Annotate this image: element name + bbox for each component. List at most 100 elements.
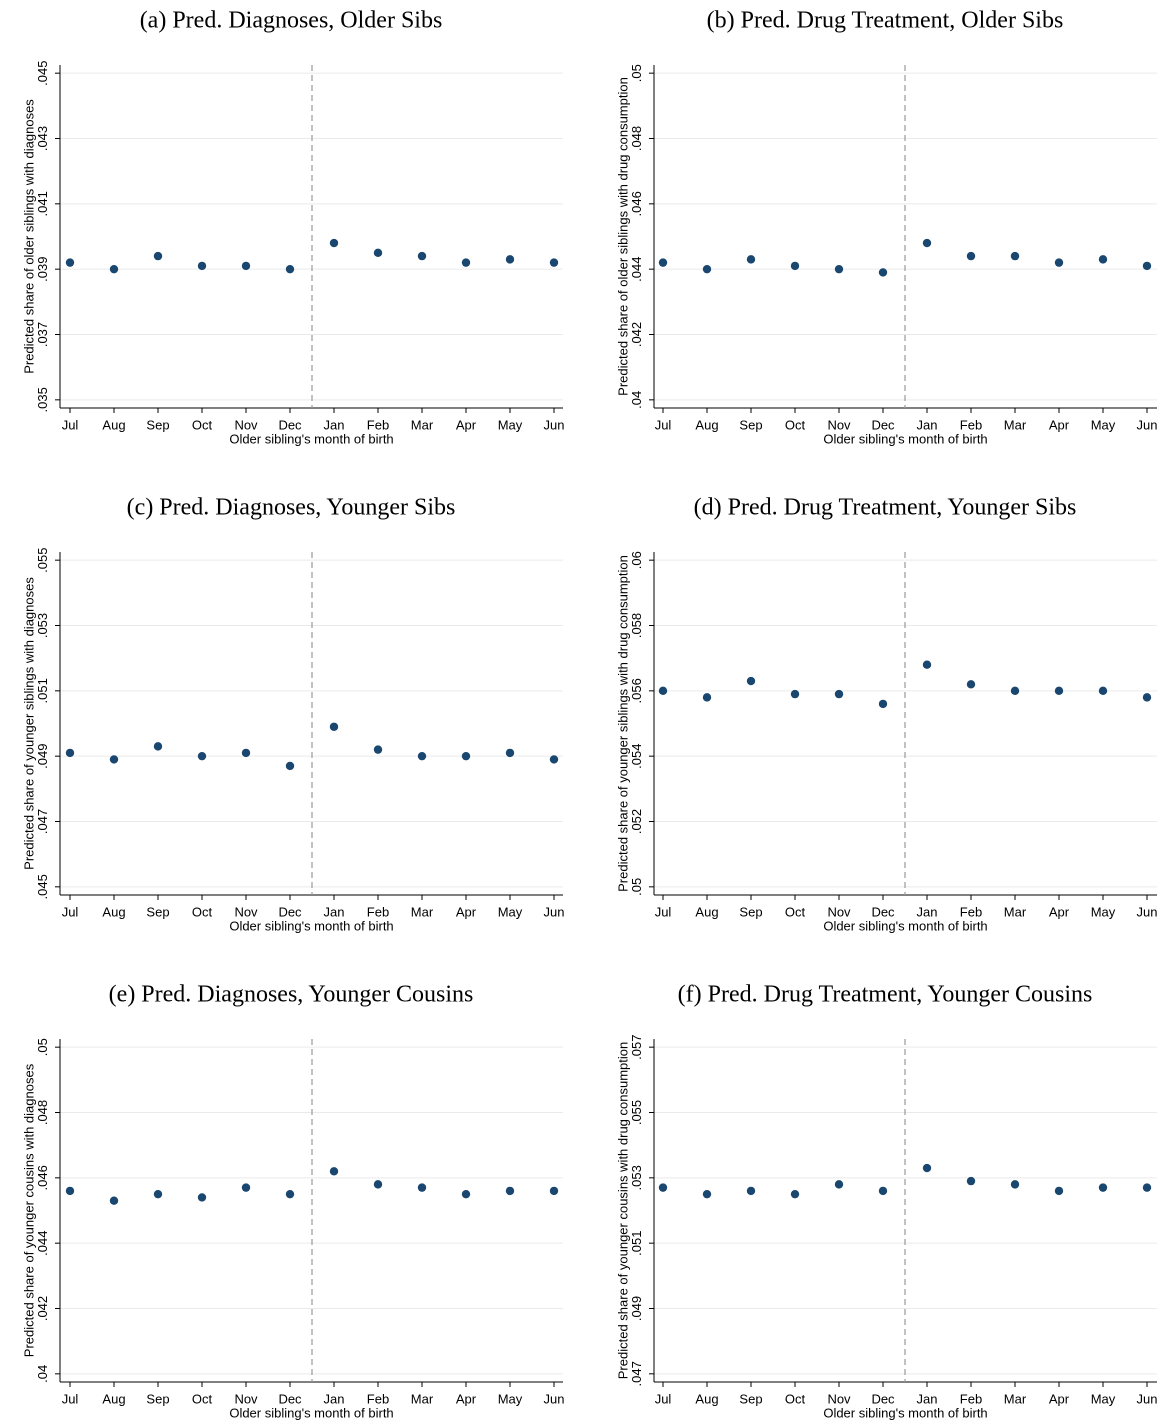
x-tick-label: Dec — [278, 417, 302, 432]
point — [373, 248, 383, 258]
point — [241, 748, 251, 758]
x-tick-label: Jul — [655, 904, 672, 919]
y-tick-label: .051 — [35, 678, 50, 703]
point — [834, 1180, 844, 1189]
point — [790, 689, 800, 699]
point — [505, 1186, 515, 1196]
y-axis-title: Predicted share of younger cousins with … — [21, 1063, 36, 1357]
point — [790, 261, 800, 271]
x-tick-label: Feb — [367, 904, 389, 919]
y-tick-label: .055 — [35, 548, 50, 573]
point — [461, 751, 471, 761]
point — [153, 742, 163, 751]
point — [658, 258, 668, 267]
x-axis-title: Older sibling's month of birth — [823, 918, 987, 933]
panel-title: (d) Pred. Drug Treatment, Younger Sibs — [694, 495, 1077, 521]
x-tick-label: Sep — [739, 904, 762, 919]
point — [417, 251, 427, 261]
x-tick-label: Feb — [367, 417, 389, 432]
x-tick-label: Feb — [367, 1391, 389, 1406]
point — [702, 264, 712, 274]
x-tick-label: Aug — [102, 417, 125, 432]
point — [285, 264, 295, 274]
panel-title: (a) Pred. Diagnoses, Older Sibs — [140, 8, 443, 34]
point — [285, 761, 295, 771]
y-tick-label: .037 — [35, 322, 50, 347]
x-tick-label: Jul — [655, 417, 672, 432]
x-tick-label: Oct — [785, 1391, 806, 1406]
x-tick-label: May — [498, 904, 523, 919]
point — [1010, 1180, 1020, 1189]
point — [1098, 255, 1108, 264]
point — [746, 676, 756, 686]
y-axis-title: Predicted share of older siblings with d… — [21, 99, 36, 374]
point — [241, 261, 251, 271]
y-tick-label: .043 — [35, 126, 50, 151]
point — [373, 745, 383, 754]
x-tick-label: Apr — [1049, 904, 1070, 919]
point — [834, 689, 844, 699]
point — [1142, 261, 1152, 271]
y-tick-label: .044 — [629, 257, 644, 282]
y-tick-label: .047 — [629, 1361, 644, 1386]
y-tick-label: .045 — [35, 874, 50, 899]
y-tick-label: .046 — [35, 1165, 50, 1190]
point — [878, 1186, 888, 1196]
x-tick-label: Oct — [192, 1391, 213, 1406]
point — [505, 255, 515, 264]
x-tick-label: Apr — [456, 904, 477, 919]
point — [878, 268, 888, 277]
x-tick-label: May — [1091, 417, 1116, 432]
point — [922, 1163, 932, 1173]
x-tick-label: Sep — [739, 417, 762, 432]
y-tick-label: .049 — [629, 1296, 644, 1321]
x-tick-label: Sep — [146, 1391, 169, 1406]
point — [658, 1183, 668, 1192]
y-tick-label: .042 — [629, 322, 644, 347]
point — [878, 699, 888, 709]
point — [702, 693, 712, 702]
x-tick-label: Jul — [62, 1391, 79, 1406]
y-tick-label: .058 — [629, 613, 644, 638]
x-tick-label: Apr — [456, 417, 477, 432]
x-tick-label: Mar — [411, 1391, 434, 1406]
point — [461, 1189, 471, 1199]
x-tick-label: Nov — [827, 417, 851, 432]
x-tick-label: Jan — [324, 1391, 345, 1406]
point — [241, 1183, 251, 1192]
x-tick-label: Jun — [544, 417, 565, 432]
point — [65, 1186, 75, 1196]
x-tick-label: May — [498, 417, 523, 432]
x-tick-label: Nov — [234, 1391, 258, 1406]
x-tick-label: Jan — [324, 904, 345, 919]
point — [197, 751, 207, 761]
point — [1142, 1183, 1152, 1192]
x-tick-label: Jan — [917, 417, 938, 432]
point — [505, 748, 515, 758]
y-tick-label: .046 — [629, 191, 644, 216]
y-tick-label: .035 — [35, 387, 50, 412]
y-tick-label: .053 — [629, 1165, 644, 1190]
y-tick-label: .05 — [629, 878, 644, 896]
point — [658, 686, 668, 696]
x-tick-label: Nov — [234, 904, 258, 919]
point — [790, 1189, 800, 1199]
x-tick-label: Mar — [1004, 904, 1027, 919]
x-tick-label: Jun — [1137, 417, 1158, 432]
panel-title: (f) Pred. Drug Treatment, Younger Cousin… — [678, 982, 1093, 1008]
x-axis-title: Older sibling's month of birth — [823, 431, 987, 446]
point — [966, 1176, 976, 1186]
y-tick-label: .051 — [629, 1231, 644, 1256]
x-tick-label: Nov — [234, 417, 258, 432]
point — [922, 660, 932, 669]
x-tick-label: Apr — [1049, 1391, 1070, 1406]
x-tick-label: Dec — [871, 904, 895, 919]
x-tick-label: May — [1091, 904, 1116, 919]
x-tick-label: Apr — [1049, 417, 1070, 432]
y-axis-title: Predicted share of younger siblings with… — [615, 555, 630, 892]
point — [65, 258, 75, 267]
y-tick-label: .044 — [35, 1231, 50, 1256]
y-axis-title: Predicted share of younger cousins with … — [615, 1042, 630, 1379]
point — [197, 1193, 207, 1202]
